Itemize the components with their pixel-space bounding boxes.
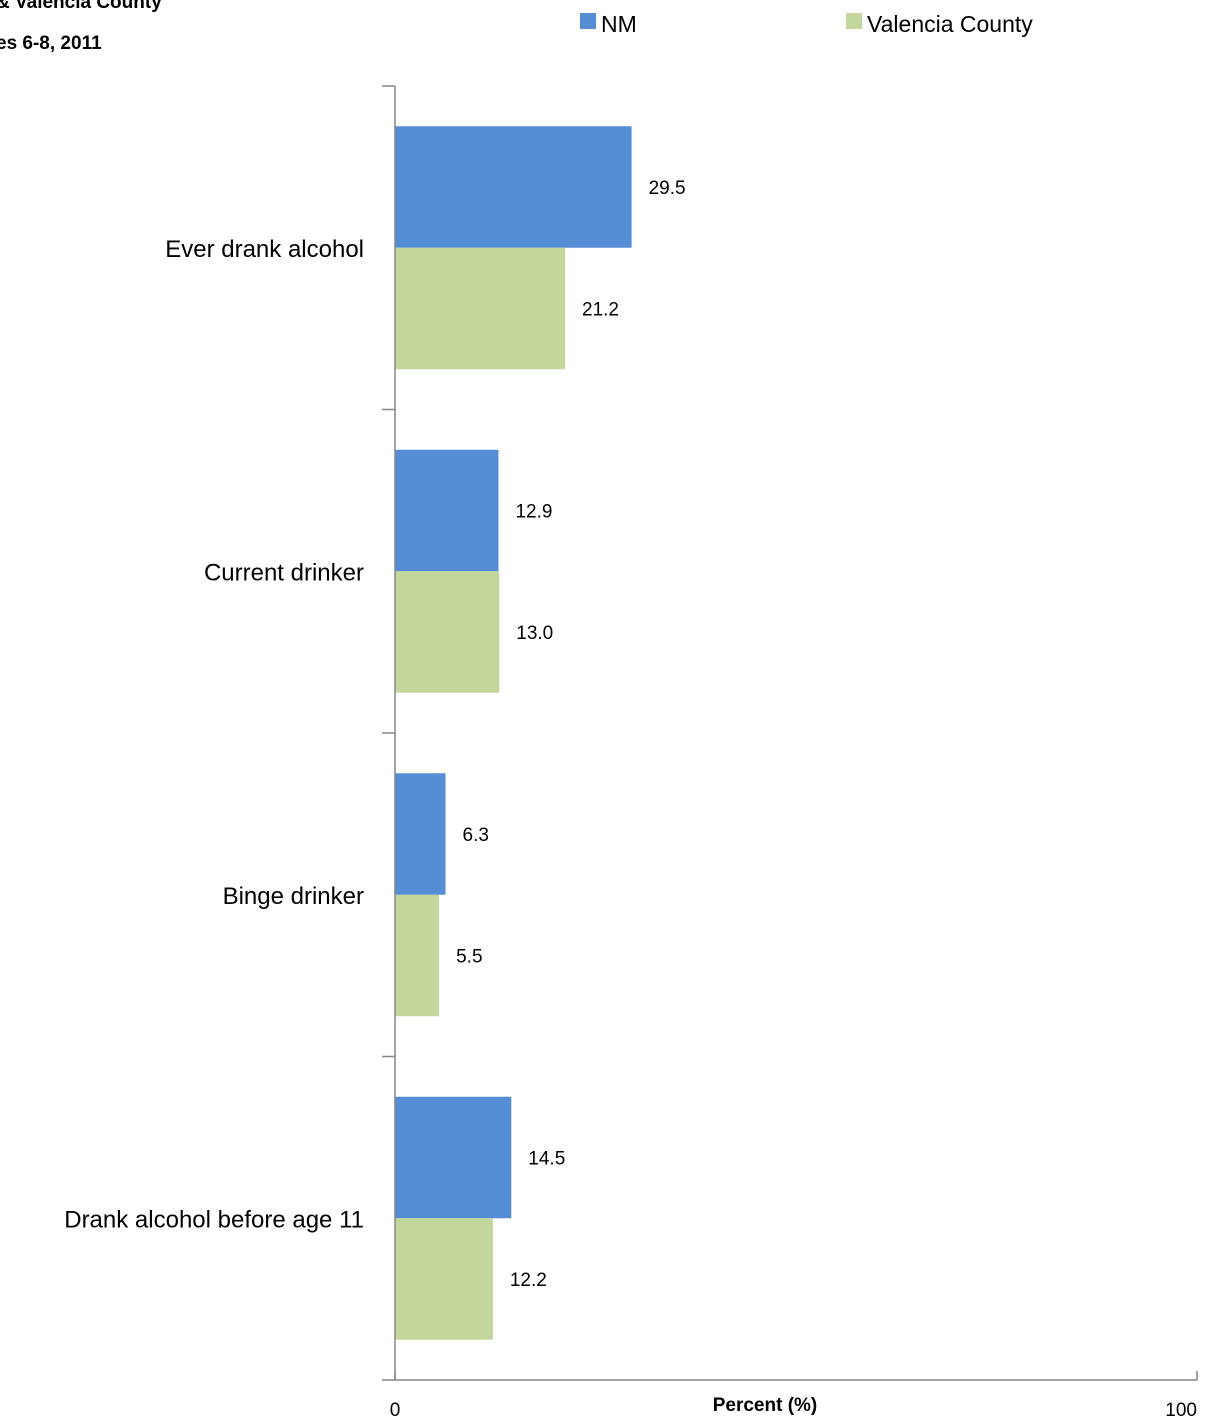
- data-label-valencia-county-ever-drank-alcohol: 21.2: [582, 300, 619, 321]
- chart-title-line-2: es 6-8, 2011: [0, 33, 102, 54]
- legend-swatch-nm: [580, 13, 596, 29]
- bar-nm-binge-drinker: [395, 773, 446, 895]
- chart-title: & Valencia County es 6-8, 2011: [0, 0, 162, 54]
- data-label-nm-current-drinker: 12.9: [515, 502, 552, 523]
- x-tick-label-max: 100: [1165, 1400, 1197, 1421]
- bar-nm-ever-drank-alcohol: [395, 126, 632, 248]
- legend-label-nm: NM: [601, 11, 637, 37]
- bar-nm-current-drinker: [395, 449, 499, 572]
- bar-valencia-county-drank-alcohol-before-age-11: [395, 1218, 493, 1340]
- bar-nm-drank-alcohol-before-age-11: [395, 1096, 512, 1219]
- x-tick-label-min: 0: [390, 1400, 401, 1421]
- x-axis: 0 100 Percent (%): [390, 1395, 1197, 1421]
- category-label-drank-alcohol-before-age-11: Drank alcohol before age 11: [64, 1206, 364, 1233]
- legend-swatch-valencia: [846, 13, 862, 29]
- x-axis-title: Percent (%): [713, 1395, 818, 1416]
- legend-label-valencia: Valencia County: [867, 11, 1033, 37]
- data-label-valencia-county-drank-alcohol-before-age-11: 12.2: [510, 1270, 547, 1291]
- chart-title-line-1: & Valencia County: [0, 0, 162, 13]
- data-label-valencia-county-binge-drinker: 5.5: [456, 947, 482, 968]
- plot-area: 29.5 12.9 6.3 14.5 21.2 13.0 5.5 12.2 Ever drank…: [64, 85, 1198, 1381]
- category-label-ever-drank-alcohol: Ever drank alcohol: [165, 236, 364, 263]
- bar-valencia-county-ever-drank-alcohol: [395, 247, 566, 370]
- category-label-current-drinker: Current drinker: [204, 559, 364, 586]
- data-label-nm-drank-alcohol-before-age-11: 14.5: [528, 1149, 565, 1170]
- data-label-nm-ever-drank-alcohol: 29.5: [649, 178, 686, 199]
- category-label-binge-drinker: Binge drinker: [223, 883, 364, 910]
- bar-valencia-county-binge-drinker: [395, 894, 440, 1017]
- bar-valencia-county-current-drinker: [395, 571, 500, 693]
- data-label-nm-binge-drinker: 6.3: [463, 825, 489, 846]
- legend: NM Valencia County: [580, 11, 1033, 37]
- data-label-valencia-county-current-drinker: 13.0: [516, 623, 553, 644]
